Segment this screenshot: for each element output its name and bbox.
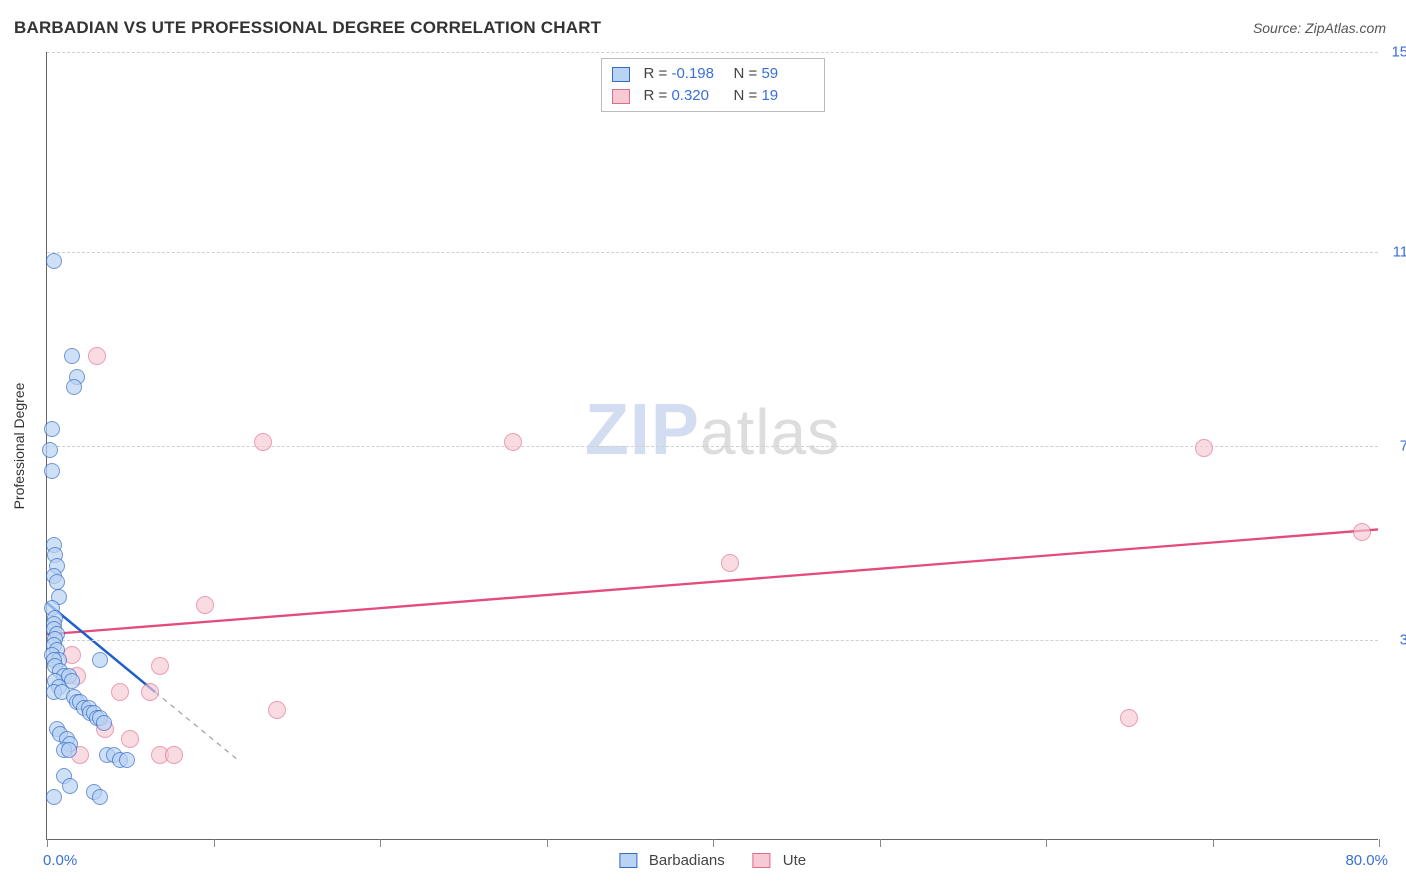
data-point-barbadians: [62, 778, 78, 794]
swatch-ute: [612, 89, 630, 104]
n-label: N: [734, 65, 745, 82]
data-point-ute: [121, 730, 139, 748]
y-tick-label: 15.0%: [1391, 44, 1406, 61]
source-label: Source: ZipAtlas.com: [1253, 20, 1386, 36]
series-legend: Barbadians Ute: [619, 852, 806, 869]
r-value-barbadians: -0.198: [671, 65, 714, 82]
data-point-ute: [721, 554, 739, 572]
x-tick: [547, 839, 548, 847]
legend-label-ute: Ute: [783, 852, 806, 869]
legend-item-ute: Ute: [753, 852, 806, 869]
chart-container: BARBADIAN VS UTE PROFESSIONAL DEGREE COR…: [0, 0, 1406, 892]
data-point-ute: [165, 746, 183, 764]
data-point-barbadians: [49, 574, 65, 590]
legend-label-barbadians: Barbadians: [649, 852, 725, 869]
watermark-rest: atlas: [700, 396, 840, 468]
grid-line: [47, 446, 1378, 447]
x-tick: [47, 839, 48, 847]
data-point-ute: [151, 657, 169, 675]
data-point-barbadians: [119, 752, 135, 768]
x-tick: [214, 839, 215, 847]
data-point-barbadians: [44, 463, 60, 479]
data-point-barbadians: [92, 652, 108, 668]
data-point-barbadians: [42, 442, 58, 458]
data-point-barbadians: [66, 379, 82, 395]
chart-title: BARBADIAN VS UTE PROFESSIONAL DEGREE COR…: [14, 18, 601, 38]
r-label: R: [644, 65, 655, 82]
data-point-barbadians: [96, 715, 112, 731]
plot-area: Professional Degree ZIPatlas R = -0.198 …: [46, 52, 1378, 840]
stats-row-barbadians: R = -0.198 N = 59: [612, 63, 814, 85]
x-tick: [1213, 839, 1214, 847]
data-point-ute: [504, 433, 522, 451]
data-point-ute: [196, 596, 214, 614]
data-point-ute: [1195, 439, 1213, 457]
swatch-ute-icon: [753, 853, 771, 868]
y-tick-label: 3.8%: [1400, 632, 1406, 649]
legend-item-barbadians: Barbadians: [619, 852, 725, 869]
data-point-ute: [254, 433, 272, 451]
x-tick: [380, 839, 381, 847]
x-tick: [713, 839, 714, 847]
n-value-barbadians: 59: [761, 65, 778, 82]
data-point-barbadians: [44, 421, 60, 437]
data-point-ute: [268, 701, 286, 719]
data-point-barbadians: [64, 348, 80, 364]
stats-row-ute: R = 0.320 N = 19: [612, 85, 814, 107]
y-tick-label: 7.5%: [1400, 438, 1406, 455]
data-point-barbadians: [46, 789, 62, 805]
n-value-ute: 19: [761, 87, 778, 104]
x-tick: [1379, 839, 1380, 847]
data-point-ute: [88, 347, 106, 365]
x-tick: [1046, 839, 1047, 847]
data-point-ute: [1353, 523, 1371, 541]
trend-line: [47, 529, 1378, 634]
grid-line: [47, 640, 1378, 641]
data-point-barbadians: [46, 253, 62, 269]
data-point-barbadians: [61, 742, 77, 758]
y-tick-label: 11.2%: [1393, 243, 1406, 260]
grid-line: [47, 52, 1378, 53]
y-axis-label: Professional Degree: [11, 382, 27, 509]
data-point-barbadians: [92, 789, 108, 805]
grid-line: [47, 252, 1378, 253]
x-axis-max-label: 80.0%: [1345, 852, 1388, 869]
data-point-ute: [1120, 709, 1138, 727]
x-tick: [880, 839, 881, 847]
data-point-ute: [141, 683, 159, 701]
swatch-barbadians: [612, 67, 630, 82]
watermark: ZIPatlas: [585, 389, 840, 471]
swatch-barbadians-icon: [619, 853, 637, 868]
watermark-zip: ZIP: [585, 390, 700, 470]
stats-legend: R = -0.198 N = 59 R = 0.320 N = 19: [601, 58, 825, 112]
data-point-ute: [111, 683, 129, 701]
x-axis-min-label: 0.0%: [43, 852, 77, 869]
r-value-ute: 0.320: [671, 87, 709, 104]
